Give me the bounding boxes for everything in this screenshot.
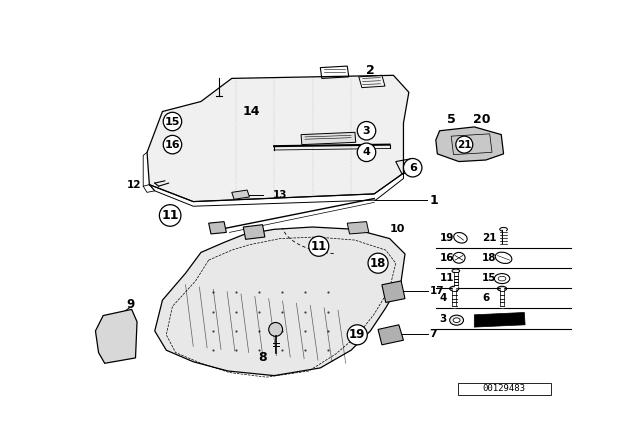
Text: 19: 19 xyxy=(440,233,454,243)
Text: 9: 9 xyxy=(126,297,134,310)
Text: 4: 4 xyxy=(440,293,447,303)
Text: 11: 11 xyxy=(440,273,454,283)
Circle shape xyxy=(269,323,283,336)
Polygon shape xyxy=(147,75,409,202)
Text: 2: 2 xyxy=(366,64,375,77)
Ellipse shape xyxy=(453,318,460,323)
Polygon shape xyxy=(155,227,405,375)
Text: 6: 6 xyxy=(409,163,417,173)
Text: 20: 20 xyxy=(473,113,491,126)
Text: 5: 5 xyxy=(447,113,456,126)
Text: 6: 6 xyxy=(482,293,489,303)
Text: 1: 1 xyxy=(429,194,438,207)
Text: 3: 3 xyxy=(440,314,447,324)
Polygon shape xyxy=(378,325,403,345)
Circle shape xyxy=(368,253,388,273)
Text: 18: 18 xyxy=(482,253,497,263)
Polygon shape xyxy=(348,222,369,234)
Text: 00129483: 00129483 xyxy=(483,384,526,393)
Ellipse shape xyxy=(450,315,463,325)
Circle shape xyxy=(357,143,376,162)
Circle shape xyxy=(403,159,422,177)
Text: 18: 18 xyxy=(370,257,386,270)
Polygon shape xyxy=(301,132,356,145)
Text: 19: 19 xyxy=(349,328,365,341)
Text: 8: 8 xyxy=(259,351,268,364)
Text: 15: 15 xyxy=(164,116,180,126)
Polygon shape xyxy=(436,127,504,162)
Text: 11: 11 xyxy=(310,240,327,253)
Text: 11: 11 xyxy=(161,209,179,222)
Text: 16: 16 xyxy=(164,140,180,150)
Circle shape xyxy=(159,205,181,226)
Ellipse shape xyxy=(452,269,460,273)
Circle shape xyxy=(348,325,367,345)
Text: 21: 21 xyxy=(482,233,497,243)
Text: 4: 4 xyxy=(363,147,371,157)
Text: 13: 13 xyxy=(273,190,287,200)
Text: 17: 17 xyxy=(429,286,444,296)
Circle shape xyxy=(308,236,329,256)
Circle shape xyxy=(163,112,182,131)
Circle shape xyxy=(357,121,376,140)
Polygon shape xyxy=(209,222,227,234)
Ellipse shape xyxy=(500,228,508,231)
Polygon shape xyxy=(95,310,137,363)
Text: 14: 14 xyxy=(243,105,260,118)
Circle shape xyxy=(163,135,182,154)
Polygon shape xyxy=(382,281,405,302)
Ellipse shape xyxy=(497,286,507,291)
Ellipse shape xyxy=(450,286,459,291)
Text: 3: 3 xyxy=(363,126,371,136)
Text: 15: 15 xyxy=(482,273,497,283)
Text: 10: 10 xyxy=(390,224,405,234)
Polygon shape xyxy=(474,313,525,327)
Text: 12: 12 xyxy=(127,180,141,190)
Polygon shape xyxy=(243,225,265,239)
Text: 21: 21 xyxy=(457,140,472,150)
Polygon shape xyxy=(232,190,250,199)
Text: 16: 16 xyxy=(440,253,454,263)
Text: 7: 7 xyxy=(429,329,437,339)
Circle shape xyxy=(456,136,473,153)
